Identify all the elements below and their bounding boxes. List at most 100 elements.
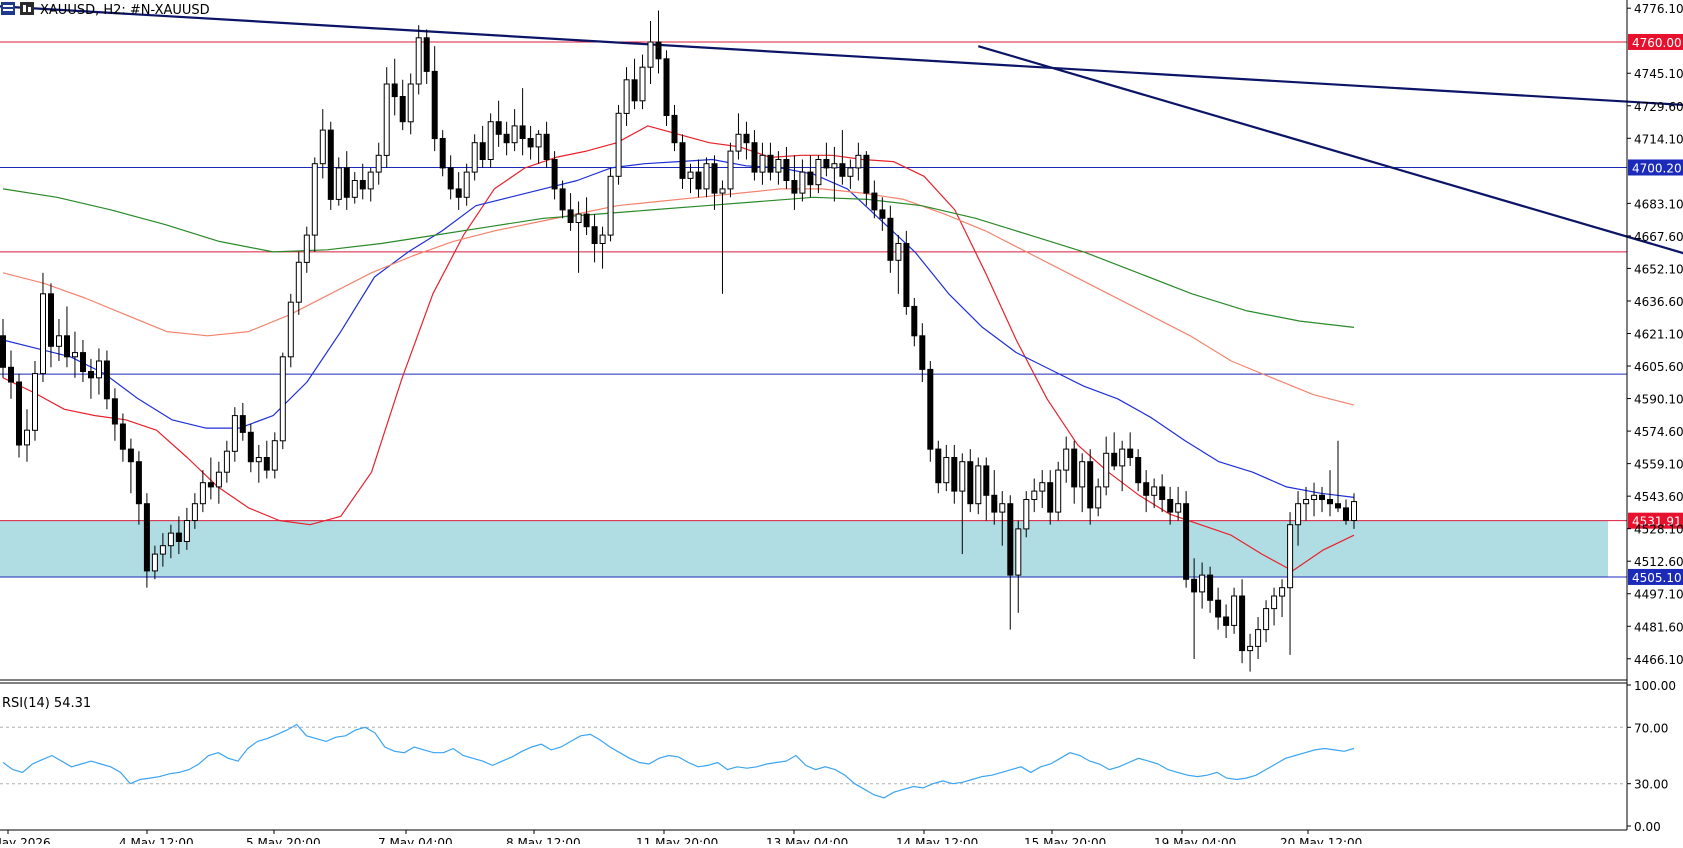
candle <box>111 388 118 441</box>
time-tick-label: 7 May 04:00 <box>378 836 453 844</box>
window-menu-icon[interactable] <box>1 2 15 15</box>
candle-body <box>591 226 598 244</box>
candle-body <box>255 457 262 463</box>
candle <box>1327 470 1333 517</box>
candle <box>1295 491 1302 546</box>
candle-body <box>127 448 134 463</box>
candle-body <box>655 41 662 60</box>
candle-body <box>511 125 518 144</box>
candle <box>1183 491 1190 588</box>
time-tick-label: 15 May 20:00 <box>1024 836 1106 844</box>
candle-body <box>135 461 142 505</box>
candle <box>871 180 878 219</box>
candle <box>159 533 166 567</box>
candle <box>191 493 198 529</box>
price-tick-label: 4729.60 <box>1634 100 1683 114</box>
candle <box>967 449 974 513</box>
candle <box>8 350 14 399</box>
rsi-tick-label: 70.00 <box>1634 721 1668 735</box>
candle-body <box>911 305 918 337</box>
candle <box>215 461 222 504</box>
candle-body <box>975 465 982 505</box>
candle-body <box>751 142 758 173</box>
candle-body <box>367 171 374 190</box>
candle <box>1119 440 1126 492</box>
candle <box>567 193 574 231</box>
candle-body <box>64 335 70 358</box>
candle <box>1271 587 1278 626</box>
candle-body <box>575 213 582 224</box>
candle-body <box>1167 499 1174 513</box>
candle <box>1135 449 1142 492</box>
candle-body <box>391 83 398 98</box>
candle <box>535 130 542 164</box>
candle-body <box>1175 503 1182 513</box>
candle <box>855 142 862 181</box>
candle <box>247 423 254 473</box>
candle-body <box>1199 574 1206 593</box>
candle <box>1071 440 1078 504</box>
candle <box>1207 566 1214 613</box>
candle-body <box>279 356 286 442</box>
candle-body <box>695 171 702 190</box>
candle <box>263 440 270 479</box>
candle <box>815 155 822 194</box>
chart-type-icon[interactable] <box>20 2 34 15</box>
candle <box>127 438 134 494</box>
candle-body <box>40 293 46 375</box>
candle-body <box>32 373 38 431</box>
candle <box>887 205 894 273</box>
candle-body <box>1343 507 1349 521</box>
candle <box>1335 440 1341 513</box>
candle-body <box>1183 503 1190 580</box>
rsi-label: RSI(14) 54.31 <box>2 696 91 711</box>
candle <box>183 507 190 550</box>
candle <box>879 197 886 231</box>
candle <box>551 151 558 200</box>
candle <box>839 130 846 185</box>
candle <box>639 54 646 110</box>
candle <box>999 491 1006 546</box>
candle <box>415 25 422 95</box>
candle-body <box>351 180 358 198</box>
price-tick-label: 4683.10 <box>1634 197 1683 211</box>
candle <box>1215 587 1222 630</box>
candle-body <box>807 171 814 186</box>
time-tick-label: 14 May 12:00 <box>896 836 978 844</box>
candle-body <box>815 159 822 186</box>
candle-body <box>1047 482 1054 513</box>
candle <box>919 323 926 382</box>
candle <box>447 155 454 200</box>
candle-body <box>1327 499 1333 505</box>
candle-body <box>599 234 606 245</box>
candle-body <box>271 440 278 471</box>
candle <box>1143 470 1150 513</box>
candle-body <box>991 494 998 513</box>
candle-body <box>767 154 774 173</box>
candle <box>56 319 62 361</box>
rsi-line <box>2 723 1355 799</box>
chart-header: XAUUSD, H2: #N-XAUUSD RSI(14) 54.31 <box>1 2 210 711</box>
candle <box>863 151 870 206</box>
window-menu-icon-line <box>3 5 13 7</box>
price-tag-background <box>1628 33 1683 50</box>
candle <box>1199 562 1206 609</box>
candle <box>1279 579 1286 618</box>
candle-body <box>1039 482 1046 492</box>
candle-body <box>239 415 246 433</box>
candle <box>1231 587 1238 634</box>
candle <box>303 226 310 273</box>
candle-body <box>303 234 310 263</box>
candle <box>439 130 446 177</box>
candle-body <box>103 360 110 400</box>
candle <box>983 457 990 521</box>
candle-body <box>871 192 878 211</box>
candle <box>1247 633 1254 672</box>
candle <box>335 157 342 206</box>
candle <box>1191 558 1198 660</box>
candle-body <box>1151 486 1158 496</box>
candle-body <box>1335 503 1341 509</box>
candle-body <box>56 335 62 347</box>
